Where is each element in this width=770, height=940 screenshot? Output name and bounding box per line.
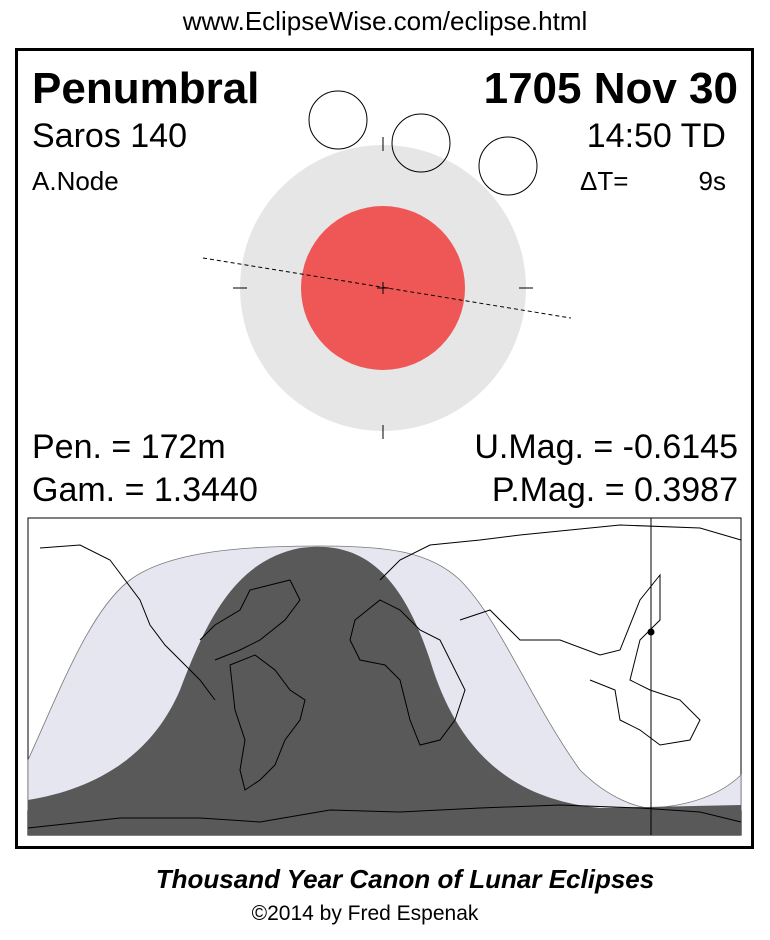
world-map [27, 517, 742, 836]
coastlines [27, 524, 742, 829]
axis-ticks [233, 137, 533, 439]
night-region [28, 546, 741, 835]
footer-title: Thousand Year Canon of Lunar Eclipses [155, 864, 655, 894]
penumbral-duration: Pen. = 172m [32, 428, 226, 466]
eclipse-type: Penumbral [32, 64, 260, 113]
saros-number: Saros 140 [32, 117, 187, 155]
eclipse-time: 14:50 TD [586, 117, 726, 155]
moon-path-line [202, 257, 572, 319]
moon-first-contact [308, 90, 368, 150]
penumbral-magnitude: P.Mag. = 0.3987 [491, 471, 738, 509]
moon-greatest-eclipse [391, 113, 451, 173]
delta-t-value: 9s [698, 166, 726, 196]
source-url: www.EclipseWise.com/eclipse.html [182, 6, 588, 36]
moon-last-contact [478, 136, 538, 196]
delta-t-label: ΔT= [580, 166, 629, 196]
gamma: Gam. = 1.3440 [32, 471, 258, 509]
eclipse-panel [15, 48, 754, 849]
umbral-magnitude: U.Mag. = -0.6145 [474, 428, 738, 466]
copyright: ©2014 by Fred Espenak [251, 902, 479, 925]
eclipse-date: 1705 Nov 30 [483, 64, 738, 113]
sub-lunar-point [647, 628, 655, 636]
node: A.Node [32, 166, 119, 196]
